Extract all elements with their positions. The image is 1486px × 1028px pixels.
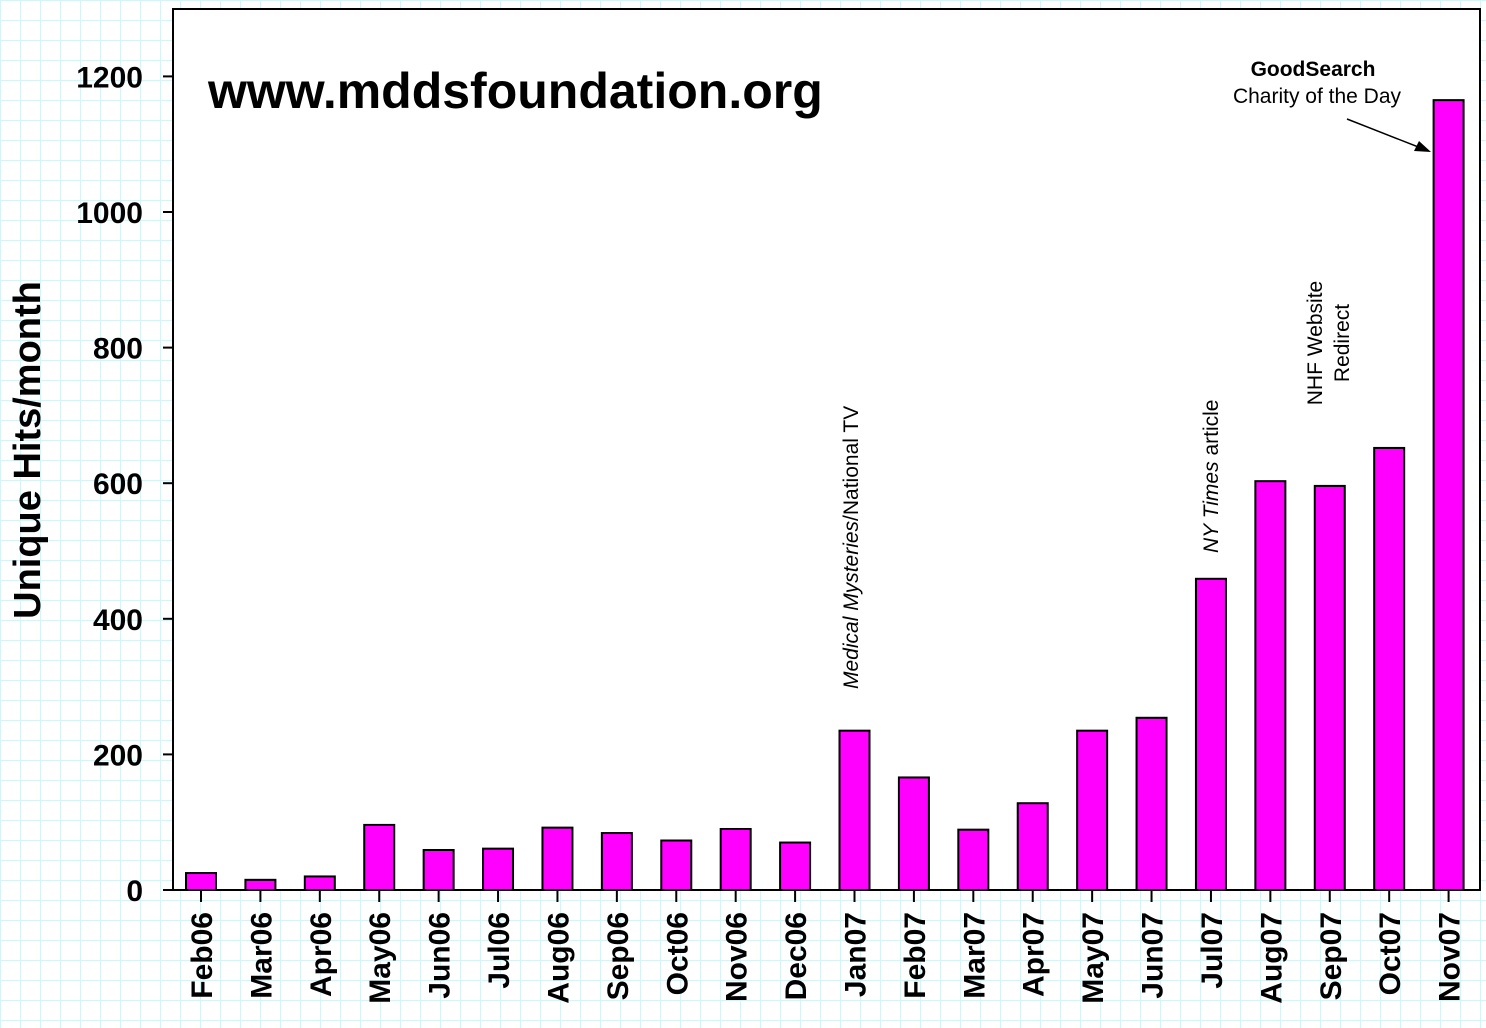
x-tick-label: Feb07 [899,912,932,999]
x-tick-label: Apr07 [1018,912,1051,997]
y-tick-label: 1200 [76,61,143,94]
annotation-medical-mysteries-italic: Medical Mysteries [840,520,863,689]
bar-apr07 [1016,802,1049,891]
x-tick-label: Jun06 [424,912,457,999]
bars [185,99,1465,892]
annotation-arrow [1346,118,1427,151]
annotation-ny-times: NY Times article [1200,400,1223,553]
x-tick-label: Apr06 [305,912,338,997]
x-tick-label: Jan07 [840,912,873,997]
bar-feb06 [185,872,217,891]
bar-mar07 [957,828,990,892]
bar-sep06 [600,832,633,891]
bar-jul06 [482,847,515,892]
bar-may07 [1076,729,1109,891]
bar-jun06 [422,848,455,891]
y-axis: 0 200 400 600 800 1000 1200 [76,61,173,908]
bar-feb07 [897,776,930,892]
x-tick-label: Mar07 [958,912,991,999]
bar-nov07 [1432,99,1465,891]
bar-may06 [363,823,396,891]
x-tick-label: Aug07 [1255,912,1288,1004]
bar-dec06 [779,841,812,891]
y-axis-label: Unique Hits/month [7,281,49,619]
y-tick-label: 400 [93,604,143,637]
bar-jun07 [1135,716,1168,892]
x-tick-label: Aug06 [542,912,575,1004]
x-tick-label: Mar06 [245,912,278,999]
x-tick-label: May06 [364,912,397,1004]
bar-oct06 [660,839,693,891]
bar-nov06 [719,827,752,891]
bar-jul07 [1194,577,1227,891]
chart-title: www.mddsfoundation.org [207,63,823,119]
y-tick-label: 600 [93,468,143,501]
arrowhead-icon [1414,141,1431,152]
bar-sep07 [1313,484,1346,891]
y-tick-label: 0 [126,875,143,908]
y-tick-label: 200 [93,739,143,772]
x-tick-label: Oct07 [1374,912,1407,995]
x-tick-label: Nov07 [1434,912,1467,1002]
x-tick-label: Sep07 [1315,912,1348,1000]
x-tick-label: Oct06 [661,912,694,995]
annotation-medical-mysteries-rest: /National TV [840,406,863,521]
bar-oct07 [1373,446,1406,891]
bar-apr06 [303,875,336,892]
x-axis: Feb06 Mar06 Apr06 May06 Jun06 Jul06 Aug06 Sep06… [186,890,1467,1004]
annotation-nhf-line1: NHF Website [1304,281,1327,405]
annotation-goodsearch-line1: GoodSearch [1251,58,1376,81]
x-tick-label: May07 [1077,912,1110,1004]
x-tick-label: Nov06 [721,912,754,1002]
bar-aug06 [541,826,574,892]
annotation-medical-mysteries: Medical Mysteries/National TV [840,406,863,689]
bar-aug07 [1254,480,1287,891]
bar-jan07 [838,729,871,891]
annotation-goodsearch-line2: Charity of the Day [1233,85,1402,108]
y-tick-label: 800 [93,333,143,366]
x-tick-label: Sep06 [602,912,635,1000]
x-tick-label: Jul07 [1196,912,1229,989]
x-tick-label: Feb06 [186,912,219,999]
bar-mar06 [244,878,277,892]
x-tick-label: Jul06 [483,912,516,989]
annotation-ny-times-italic: NY Times [1200,461,1223,553]
x-tick-label: Dec06 [780,912,813,1000]
annotation-ny-times-rest: article [1200,400,1223,462]
y-tick-label: 1000 [76,197,143,230]
x-tick-label: Jun07 [1137,912,1170,999]
annotation-nhf-line2: Redirect [1331,304,1354,382]
